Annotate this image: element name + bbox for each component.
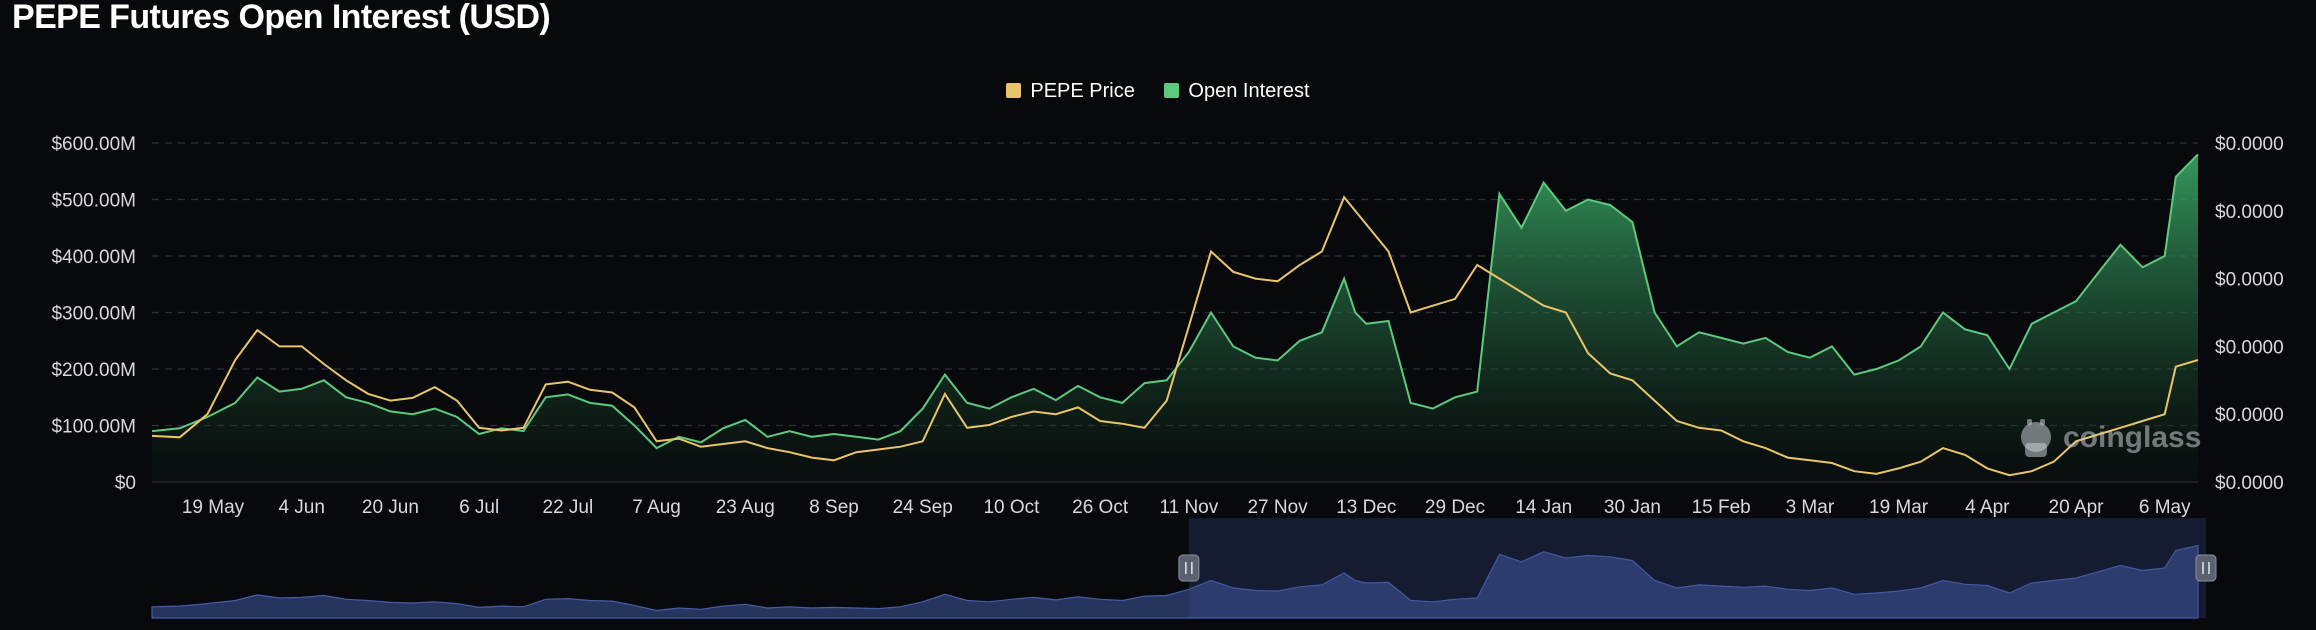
pepe-price-line bbox=[151, 195, 2199, 477]
y-left-tick-label: $400.00M bbox=[51, 247, 136, 268]
x-tick-label: 13 Dec bbox=[1336, 497, 1396, 518]
plot-area[interactable] bbox=[151, 153, 2199, 483]
x-tick-label: 7 Aug bbox=[632, 497, 681, 518]
y-right-tick-label: $0.0000 bbox=[2215, 405, 2284, 426]
watermark-text: coinglass bbox=[2063, 421, 2201, 454]
x-tick-label: 14 Jan bbox=[1515, 497, 1572, 518]
y-axis-left: $0 $100.00M $200.00M $300.00M $400.00M $500.0… bbox=[51, 134, 136, 494]
y-left-tick-label: $200.00M bbox=[51, 360, 136, 381]
x-tick-label: 27 Nov bbox=[1247, 497, 1308, 518]
y-left-tick-label: $500.00M bbox=[51, 191, 136, 212]
x-tick-label: 11 Nov bbox=[1159, 497, 1218, 518]
y-left-tick-label: $100.00M bbox=[51, 417, 136, 438]
legend-label-price: PEPE Price bbox=[1030, 80, 1135, 102]
x-tick-label: 23 Aug bbox=[716, 497, 775, 518]
x-tick-label: 6 May bbox=[2139, 497, 2191, 518]
x-tick-label: 19 Mar bbox=[1869, 497, 1929, 518]
navigator-handle-right[interactable] bbox=[2195, 554, 2217, 582]
y-right-tick-label: $0.0000 bbox=[2215, 134, 2284, 155]
x-tick-label: 24 Sep bbox=[893, 497, 953, 518]
y-right-tick-label: $0.0000 bbox=[2215, 202, 2284, 223]
range-navigator[interactable] bbox=[151, 518, 2217, 619]
y-right-tick-label: $0.0000 bbox=[2215, 337, 2284, 358]
y-axis-right: $0.0000 $0.0000 $0.0000 $0.0000 $0.0000 $0.00… bbox=[2215, 134, 2284, 494]
coinglass-watermark: coinglass bbox=[2021, 419, 2201, 457]
legend-item-open-interest[interactable]: Open Interest bbox=[1164, 80, 1310, 103]
x-tick-label: 3 Mar bbox=[1786, 497, 1835, 518]
x-tick-label: 4 Jun bbox=[278, 497, 324, 518]
legend-swatch-price bbox=[1006, 83, 1022, 98]
y-left-tick-label: $300.00M bbox=[51, 304, 136, 325]
x-tick-label: 8 Sep bbox=[809, 497, 859, 518]
x-tick-label: 20 Apr bbox=[2049, 497, 2105, 518]
handle-body bbox=[2195, 554, 2217, 582]
x-tick-label: 22 Jul bbox=[543, 497, 594, 518]
chart-title: PEPE Futures Open Interest (USD) bbox=[12, 0, 551, 36]
navigator-selection bbox=[1188, 518, 2206, 618]
navigator-series bbox=[151, 544, 2199, 619]
y-left-tick-label: $0 bbox=[115, 473, 136, 494]
x-tick-label: 20 Jun bbox=[362, 497, 419, 518]
legend: PEPE Price Open Interest bbox=[0, 80, 2316, 103]
legend-item-price[interactable]: PEPE Price bbox=[1006, 80, 1135, 103]
x-tick-label: 30 Jan bbox=[1604, 497, 1661, 518]
x-tick-label: 19 May bbox=[182, 497, 245, 518]
x-tick-label: 4 Apr bbox=[1965, 497, 2010, 518]
navigator-handle-left[interactable] bbox=[1178, 554, 1200, 582]
open-interest-area bbox=[152, 154, 2198, 483]
x-tick-label: 26 Oct bbox=[1072, 497, 1129, 518]
x-tick-label: 15 Feb bbox=[1692, 497, 1751, 518]
x-tick-label: 6 Jul bbox=[459, 497, 499, 518]
legend-swatch-open-interest bbox=[1164, 83, 1180, 98]
coinglass-logo-icon bbox=[2021, 419, 2051, 457]
y-left-tick-label: $600.00M bbox=[51, 134, 136, 155]
y-right-tick-label: $0.0000 bbox=[2215, 473, 2284, 494]
x-tick-label: 29 Dec bbox=[1425, 497, 1485, 518]
handle-body bbox=[1178, 554, 1200, 582]
x-tick-label: 10 Oct bbox=[983, 497, 1040, 518]
y-right-tick-label: $0.0000 bbox=[2215, 270, 2284, 291]
legend-label-open-interest: Open Interest bbox=[1188, 80, 1310, 102]
x-axis: 19 May 4 Jun 20 Jun 6 Jul 22 Jul 7 Aug 23 Aug 8… bbox=[182, 497, 2191, 518]
